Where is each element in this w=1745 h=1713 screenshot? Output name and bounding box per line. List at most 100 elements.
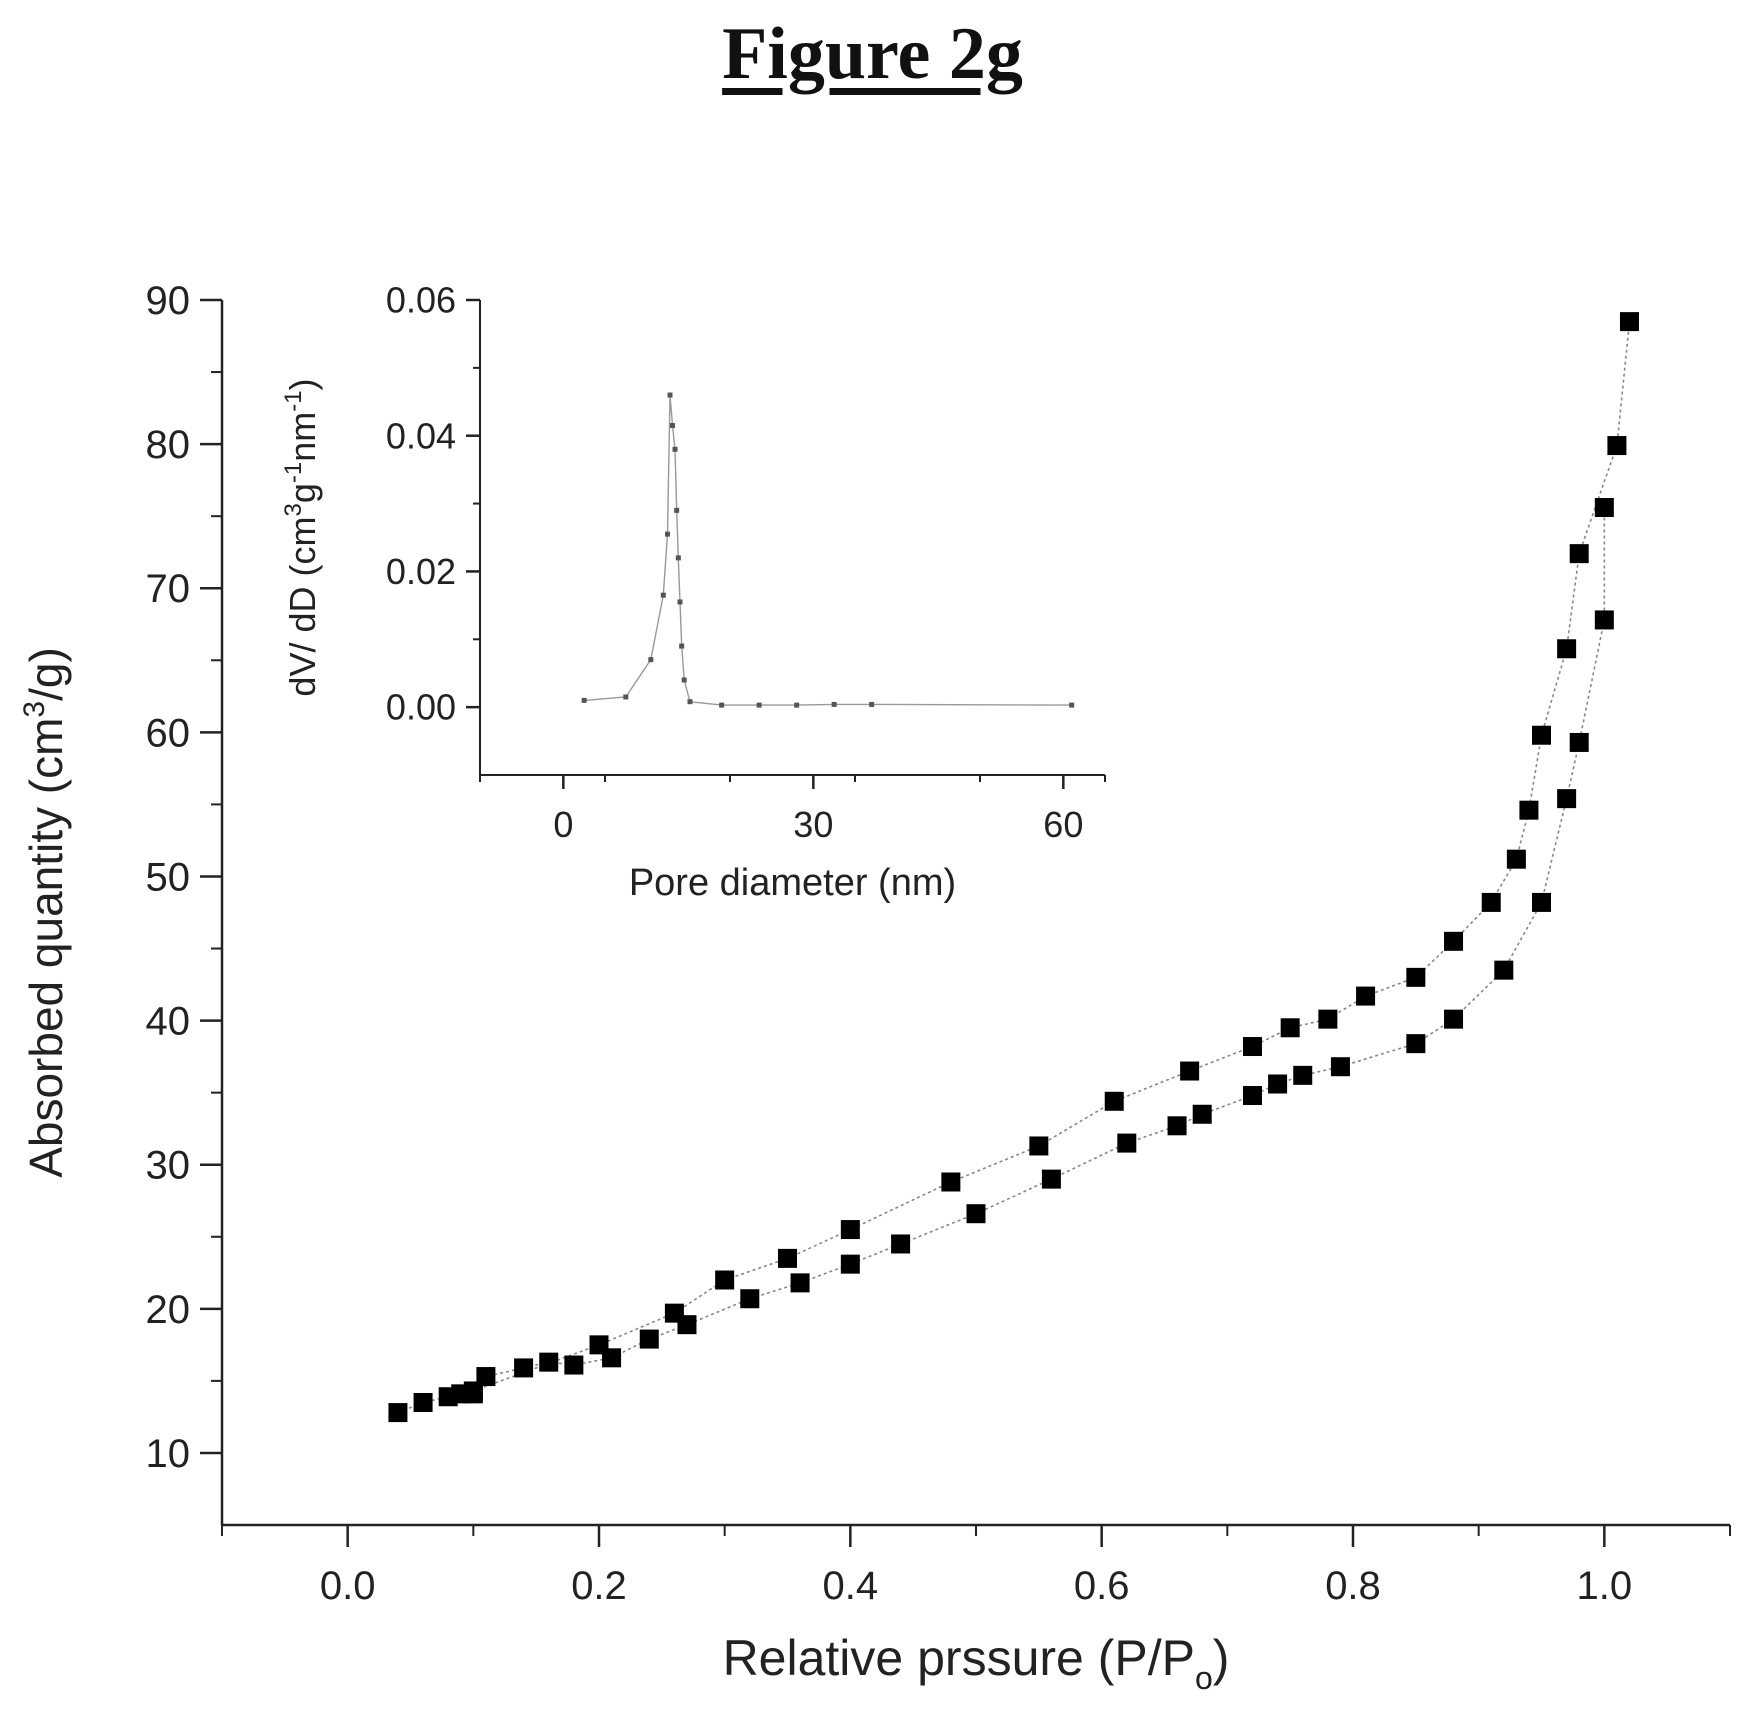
- main-data-point: [1444, 931, 1464, 951]
- inset-data-point: [794, 702, 800, 708]
- main-data-point: [1569, 732, 1589, 752]
- inset-data-point: [869, 701, 875, 707]
- inset-y-axis-title: dV/ dD (cm3g-1nm-1): [280, 378, 323, 696]
- main-data-point: [1293, 1065, 1313, 1085]
- main-x-tick-label: 1.0: [1577, 1564, 1633, 1608]
- inset-data-point: [667, 392, 673, 398]
- main-y-ticks: 10 20 30 40 50 60 70 80 90: [146, 279, 222, 1476]
- main-data-point: [1406, 1034, 1426, 1054]
- inset-data-point: [719, 702, 725, 708]
- inset-y-axis-title-text: dV/ dD (cm: [282, 517, 323, 697]
- main-y-tick-label: 30: [146, 1144, 191, 1188]
- main-data-point: [966, 1204, 986, 1224]
- inset-y-tick-label: 0.06: [386, 280, 456, 321]
- main-data-point: [1557, 789, 1577, 809]
- main-y-tick-label: 50: [146, 855, 191, 899]
- main-data-point: [1569, 544, 1589, 564]
- inset-y-axis-title-sup2: -1: [280, 462, 307, 483]
- main-y-tick-label: 40: [146, 1000, 191, 1044]
- main-x-ticks: 0.0 0.2 0.4 0.6 0.8 1.0: [221, 1525, 1731, 1608]
- main-data-point: [1532, 725, 1551, 745]
- main-data-point: [778, 1248, 797, 1268]
- main-data-point: [1481, 892, 1501, 912]
- main-y-tick-label: 10: [146, 1432, 191, 1476]
- inset-y-axis-title-close: ): [282, 378, 323, 390]
- inset-x-axis-title: Pore diameter (nm): [629, 862, 956, 904]
- inset-y-axis-title-mid: g: [282, 483, 323, 503]
- main-data-point: [1506, 849, 1526, 869]
- inset-y-axis-title-mid2: nm: [282, 412, 323, 462]
- main-data-point: [388, 1403, 408, 1423]
- main-data-point: [476, 1367, 496, 1387]
- main-data-point: [840, 1254, 860, 1274]
- main-x-axis-title: Relative prssure (P/Po): [723, 1630, 1230, 1696]
- inset-y-tick-label: 0.00: [386, 687, 456, 728]
- main-y-axis-title-close: /g): [20, 647, 72, 701]
- main-data-point: [1619, 312, 1639, 332]
- inset-data-point: [756, 702, 762, 708]
- inset-y-tick-label: 0.02: [386, 551, 456, 592]
- main-data-point: [1318, 1009, 1338, 1029]
- inset-series: [581, 392, 1075, 708]
- main-data-point: [1557, 639, 1577, 659]
- inset-y-axis-title-sup1: 3: [280, 503, 307, 516]
- main-data-point: [1406, 967, 1426, 987]
- inset-x-ticks: 0 30 60: [479, 775, 1106, 845]
- inset-series-line: [584, 394, 1072, 706]
- main-data-point: [1104, 1091, 1124, 1111]
- main-data-point: [1041, 1169, 1061, 1189]
- main-y-tick-label: 70: [146, 567, 191, 611]
- inset-data-point: [665, 531, 670, 537]
- main-data-point: [840, 1220, 860, 1240]
- main-data-point: [1167, 1116, 1187, 1136]
- main-data-point: [1192, 1104, 1212, 1124]
- inset-data-point: [660, 592, 666, 598]
- main-data-point: [1594, 498, 1614, 518]
- main-x-axis-title-close: ): [1213, 1630, 1230, 1686]
- main-data-point: [740, 1289, 760, 1309]
- inset-y-tick-label: 0.04: [386, 415, 456, 456]
- inset-data-point: [677, 599, 683, 605]
- main-x-axis-title-text: Relative prssure (P/P: [723, 1630, 1195, 1686]
- inset-x-tick-label: 0: [553, 804, 573, 845]
- main-y-tick-label: 90: [146, 279, 191, 323]
- inset-data-point: [672, 446, 678, 452]
- main-data-point: [1330, 1057, 1350, 1077]
- main-series: [388, 312, 1639, 1423]
- main-data-point: [941, 1172, 961, 1192]
- main-data-point: [564, 1355, 584, 1375]
- main-y-tick-label: 60: [146, 711, 191, 755]
- main-data-point: [1029, 1136, 1049, 1156]
- inset-x-tick-label: 30: [793, 804, 833, 845]
- main-data-point: [1268, 1074, 1288, 1094]
- main-data-point: [1519, 800, 1539, 820]
- inset-data-point: [623, 694, 629, 700]
- main-data-point: [1532, 892, 1551, 912]
- inset-data-point: [581, 697, 587, 703]
- main-data-point: [891, 1234, 911, 1254]
- inset-data-point: [679, 643, 685, 649]
- inset-data-point: [670, 423, 675, 429]
- main-data-point: [639, 1329, 659, 1349]
- inset-y-ticks: 0.00 0.02 0.04 0.06: [386, 280, 480, 728]
- main-data-point: [1117, 1133, 1137, 1153]
- main-data-point: [1444, 1009, 1464, 1029]
- main-y-tick-label: 20: [146, 1288, 191, 1332]
- main-x-axis-title-sub: o: [1195, 1660, 1213, 1696]
- main-data-point: [539, 1352, 559, 1372]
- main-data-point: [1594, 610, 1614, 630]
- inset-chart: 0.00 0.02 0.04 0.06 0 30 60 Pore diameter (nm…: [280, 280, 1106, 904]
- main-y-tick-label: 80: [146, 423, 191, 467]
- main-data-point: [1356, 986, 1376, 1006]
- inset-data-point: [831, 701, 837, 707]
- main-x-tick-label: 0.6: [1074, 1564, 1130, 1608]
- main-data-point: [413, 1393, 433, 1412]
- main-data-point: [1280, 1018, 1300, 1038]
- main-x-tick-label: 0.0: [320, 1564, 376, 1608]
- inset-data-point: [648, 657, 654, 663]
- main-y-axis-title-sup: 3: [18, 701, 51, 718]
- main-data-point: [1242, 1086, 1262, 1106]
- inset-x-tick-label: 60: [1043, 804, 1083, 845]
